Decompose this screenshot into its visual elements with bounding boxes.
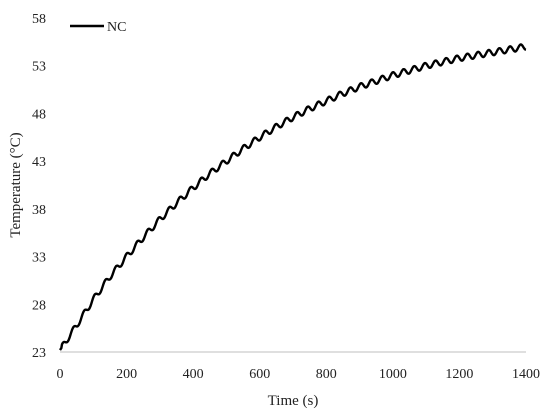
y-tick-label: 28	[32, 298, 46, 313]
x-tick-label: 0	[57, 367, 64, 382]
x-axis-ticks: 0 200 400 600 800 1000 1200 1400	[57, 367, 541, 382]
y-tick-label: 43	[32, 155, 46, 170]
x-tick-label: 800	[316, 367, 337, 382]
y-tick-label: 38	[32, 203, 46, 218]
x-tick-label: 200	[116, 367, 137, 382]
legend: NC	[70, 20, 126, 35]
x-tick-label: 1400	[512, 367, 540, 382]
x-tick-label: 400	[183, 367, 204, 382]
x-tick-label: 1200	[445, 367, 473, 382]
x-tick-label: 600	[249, 367, 270, 382]
y-tick-label: 33	[32, 251, 46, 266]
x-axis-title: Time (s)	[268, 393, 319, 409]
y-tick-label: 23	[32, 346, 46, 361]
series-line-nc	[59, 43, 527, 351]
y-tick-label: 48	[32, 107, 46, 122]
x-tick-label: 1000	[379, 367, 407, 382]
y-axis-ticks: 23 28 33 38 43 48 53 58	[32, 12, 46, 361]
y-tick-label: 58	[32, 12, 46, 27]
y-axis-title: Temperature (°C)	[8, 132, 24, 237]
y-tick-label: 53	[32, 60, 46, 75]
legend-label-nc: NC	[107, 20, 126, 35]
